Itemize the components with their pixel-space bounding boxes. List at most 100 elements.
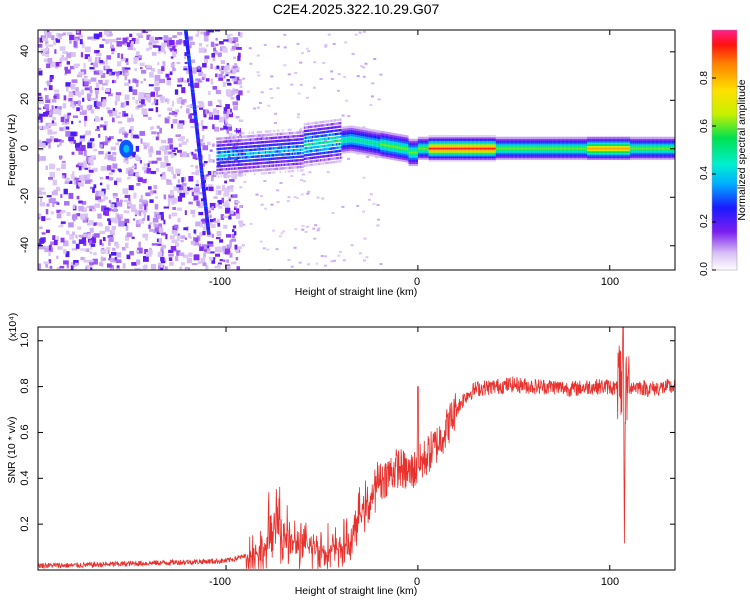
heatmap-noise-cell: [157, 69, 163, 74]
heatmap-noise-cell: [133, 47, 136, 51]
heatmap-trace-cell: [412, 140, 414, 144]
heatmap-noise-cell: [231, 160, 235, 167]
heatmap-trace-cell: [532, 150, 534, 153]
heatmap-trace-cell: [377, 146, 380, 150]
heatmap-trace-cell: [486, 159, 488, 162]
heatmap-noise-cell: [84, 54, 90, 59]
heatmap-trace-cell: [544, 140, 546, 143]
heatmap-trace-cell: [403, 145, 405, 148]
heatmap-trace-cell: [434, 145, 436, 148]
heatmap-noise-cell: [204, 55, 210, 59]
heatmap-trace-cell: [378, 134, 381, 137]
heatmap-noise-cell: [165, 73, 170, 78]
heatmap-trace-cell: [432, 147, 435, 150]
heatmap-noise-cell: [137, 177, 143, 183]
heatmap-trace-cell: [499, 148, 502, 152]
heatmap-noise-cell: [56, 106, 62, 110]
heatmap-noise-cell: [114, 241, 119, 246]
heatmap-trace-cell: [397, 135, 400, 139]
heatmap-noise-cell: [226, 244, 232, 249]
heatmap-trace-cell: [262, 151, 264, 154]
heatmap-trace-cell: [411, 142, 413, 146]
heatmap-trace-cell: [530, 138, 533, 141]
heatmap-trace-cell: [428, 159, 431, 162]
heatmap-trace-cell: [380, 151, 382, 154]
heatmap-trace-cell: [220, 175, 222, 178]
heatmap-haze-cell: [239, 186, 243, 189]
heatmap-noise-cell: [92, 62, 99, 68]
heatmap-trace-cell: [294, 152, 296, 155]
heatmap-noise-cell: [81, 42, 85, 49]
heatmap-noise-cell: [164, 155, 169, 161]
heatmap-trace-cell: [401, 157, 404, 160]
heatmap-noise-cell: [76, 74, 83, 78]
heatmap-trace-cell: [472, 150, 475, 153]
heatmap-trace-cell: [299, 158, 302, 162]
heatmap-trace-cell: [503, 138, 506, 141]
heatmap-noise-cell: [98, 223, 103, 227]
heatmap-trace-cell: [313, 163, 315, 166]
heatmap-trace-cell: [333, 150, 335, 153]
heatmap-noise-cell: [156, 157, 162, 161]
heatmap-trace-cell: [541, 145, 543, 148]
heatmap-noise-cell: [181, 182, 187, 187]
heatmap-trace-cell: [283, 142, 285, 146]
heatmap-trace-cell: [311, 132, 314, 135]
heatmap-trace-cell: [413, 140, 416, 144]
heatmap-trace-cell: [301, 127, 303, 131]
heatmap-trace-cell: [361, 127, 363, 130]
heatmap-trace-cell: [510, 154, 512, 157]
heatmap-trace-cell: [361, 135, 363, 139]
heatmap-trace-cell: [295, 135, 298, 138]
heatmap-trace-cell: [501, 150, 503, 153]
heatmap-trace-cell: [515, 140, 518, 143]
heatmap-noise-cell: [59, 142, 62, 146]
heatmap-trace-cell: [292, 155, 295, 159]
heatmap-trace-cell: [306, 164, 308, 167]
heatmap-trace-cell: [259, 165, 261, 168]
heatmap-noise-cell: [178, 252, 185, 257]
heatmap-trace-cell: [528, 147, 530, 150]
heatmap-trace-cell: [503, 154, 506, 157]
heatmap-noise-cell: [38, 67, 42, 71]
heatmap-noise-cell: [207, 171, 212, 176]
heatmap-noise-cell: [142, 265, 147, 270]
heatmap-trace-cell: [319, 152, 322, 155]
heatmap-noise-cell: [186, 36, 193, 40]
heatmap-noise-cell: [229, 253, 233, 258]
heatmap-trace-cell: [462, 143, 464, 147]
heatmap-trace-cell: [411, 155, 413, 158]
heatmap-trace-cell: [236, 160, 238, 163]
heatmap-trace-cell: [360, 152, 362, 155]
heatmap-trace-cell: [497, 147, 499, 150]
heatmap-noise-cell: [122, 67, 125, 73]
heatmap-trace-cell: [476, 136, 479, 140]
heatmap-noise-cell: [46, 195, 52, 198]
heatmap-trace-cell: [476, 152, 479, 155]
heatmap-trace-cell: [497, 148, 499, 152]
heatmap-trace-cell: [219, 165, 221, 168]
heatmap-trace-cell: [236, 142, 238, 146]
heatmap-trace-cell: [314, 149, 316, 152]
heatmap-noise-cell: [151, 68, 156, 72]
heatmap-trace-cell: [240, 156, 243, 159]
heatmap-trace-cell: [369, 139, 371, 142]
heatmap-trace-cell: [233, 139, 236, 143]
heatmap-trace-cell: [448, 138, 451, 141]
heatmap-haze-cell: [276, 189, 280, 192]
heatmap-trace-cell: [476, 134, 479, 138]
heatmap-trace-cell: [439, 155, 441, 159]
heatmap-trace-cell: [440, 140, 443, 143]
heatmap-trace-cell: [400, 154, 402, 158]
heatmap-haze-cell: [356, 75, 360, 78]
heatmap-trace-cell: [250, 159, 252, 162]
heatmap-trace-cell: [490, 155, 492, 159]
heatmap-trace-cell: [420, 140, 422, 143]
heatmap-trace-cell: [424, 147, 427, 150]
heatmap-trace-cell: [405, 139, 408, 142]
heatmap-trace-cell: [509, 136, 511, 140]
heatmap-trace-cell: [451, 136, 453, 140]
heatmap-noise-cell: [108, 172, 114, 176]
heatmap-noise-cell: [57, 33, 63, 40]
heatmap-trace-cell: [306, 150, 308, 153]
